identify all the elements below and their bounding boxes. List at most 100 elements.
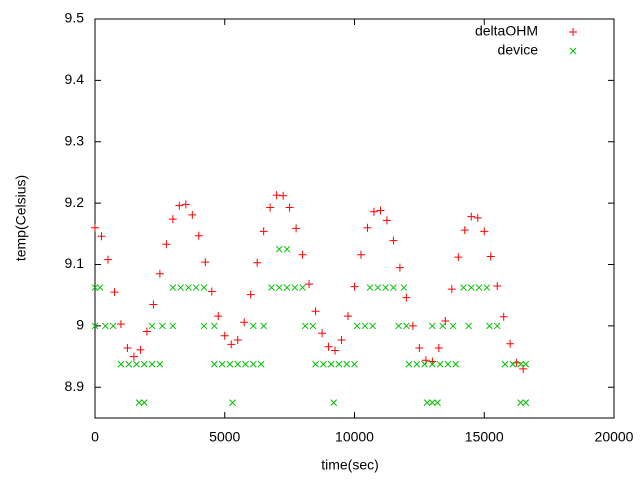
data-point <box>200 284 208 291</box>
data-point <box>327 360 335 368</box>
data-point <box>465 322 473 330</box>
data-point <box>351 360 358 368</box>
data-point <box>361 322 369 330</box>
data-point <box>168 215 177 224</box>
data-point <box>517 399 524 407</box>
data-point <box>356 250 365 259</box>
data-point <box>421 360 428 368</box>
data-point <box>283 284 291 291</box>
data-point <box>103 255 112 264</box>
data-point <box>301 322 309 330</box>
x-tick-label: 10000 <box>335 429 374 445</box>
data-point <box>260 322 268 330</box>
data-point <box>133 360 140 368</box>
data-point <box>434 399 441 407</box>
data-point <box>382 216 391 225</box>
data-point <box>452 360 460 368</box>
data-point <box>331 346 340 355</box>
data-point <box>96 284 104 291</box>
data-point <box>376 206 385 215</box>
x-tick-label: 15000 <box>465 429 504 445</box>
data-point <box>454 253 463 262</box>
data-point <box>369 322 377 330</box>
data-point <box>246 290 255 299</box>
data-point <box>299 284 306 291</box>
x-tick-label: 20000 <box>595 429 634 445</box>
data-point <box>374 284 382 291</box>
x-tick-label: 5000 <box>209 429 240 445</box>
data-point <box>156 360 164 368</box>
data-point <box>135 399 143 407</box>
data-point <box>148 360 156 368</box>
data-point <box>117 360 125 368</box>
data-point <box>169 322 177 330</box>
y-tick-label: 9.5 <box>65 10 85 26</box>
y-tick-label: 9.1 <box>65 255 85 271</box>
data-point <box>234 360 242 368</box>
data-point <box>211 360 218 368</box>
data-point <box>413 360 421 368</box>
data-point <box>148 322 156 330</box>
data-point <box>522 360 530 368</box>
data-point <box>192 284 200 291</box>
data-point <box>415 344 424 353</box>
data-point <box>395 263 404 272</box>
y-tick-label: 9.3 <box>65 132 85 148</box>
data-point <box>140 399 148 407</box>
data-point <box>149 300 158 309</box>
y-axis-label: temp(Celsius) <box>13 175 29 261</box>
data-point <box>408 321 417 330</box>
data-point <box>194 231 203 240</box>
data-point <box>229 399 236 407</box>
y-tick-label: 9.2 <box>65 194 85 210</box>
data-point <box>405 360 413 368</box>
data-point <box>266 203 275 212</box>
data-point <box>335 360 343 368</box>
data-point <box>181 200 190 209</box>
y-tick-label: 8.9 <box>65 378 85 394</box>
data-point <box>403 322 410 330</box>
data-point <box>140 360 148 368</box>
data-point <box>428 399 436 407</box>
data-point <box>305 280 314 289</box>
data-point <box>102 322 109 330</box>
data-point <box>449 322 457 330</box>
data-point <box>447 285 456 294</box>
data-point <box>185 284 192 291</box>
data-point <box>159 322 166 330</box>
data-point <box>382 284 389 291</box>
data-point <box>428 322 436 330</box>
data-point <box>169 284 177 291</box>
data-point <box>91 322 99 330</box>
data-point <box>155 269 164 278</box>
data-point <box>434 344 443 353</box>
data-point <box>309 322 317 330</box>
data-point <box>444 360 452 368</box>
y-tick-label: 9.4 <box>65 71 85 87</box>
data-point <box>129 352 138 361</box>
data-point <box>218 360 226 368</box>
data-point <box>493 322 501 330</box>
data-point <box>423 399 431 407</box>
data-point <box>480 227 489 236</box>
data-point <box>249 322 257 330</box>
data-point <box>486 252 495 261</box>
data-point <box>285 203 294 212</box>
data-point <box>436 360 444 368</box>
data-point <box>268 284 275 291</box>
data-point <box>175 201 184 210</box>
data-point <box>486 322 493 330</box>
data-point <box>475 284 483 291</box>
data-point <box>220 331 229 340</box>
data-point <box>402 293 411 302</box>
data-point <box>337 336 346 345</box>
data-point <box>363 223 372 232</box>
data-point <box>91 223 99 232</box>
data-point <box>109 322 117 330</box>
data-point <box>275 284 283 291</box>
y-tick-label: 9 <box>76 317 84 333</box>
data-point <box>506 339 515 348</box>
data-point <box>389 236 398 245</box>
data-point <box>142 327 151 336</box>
data-point <box>473 213 482 222</box>
